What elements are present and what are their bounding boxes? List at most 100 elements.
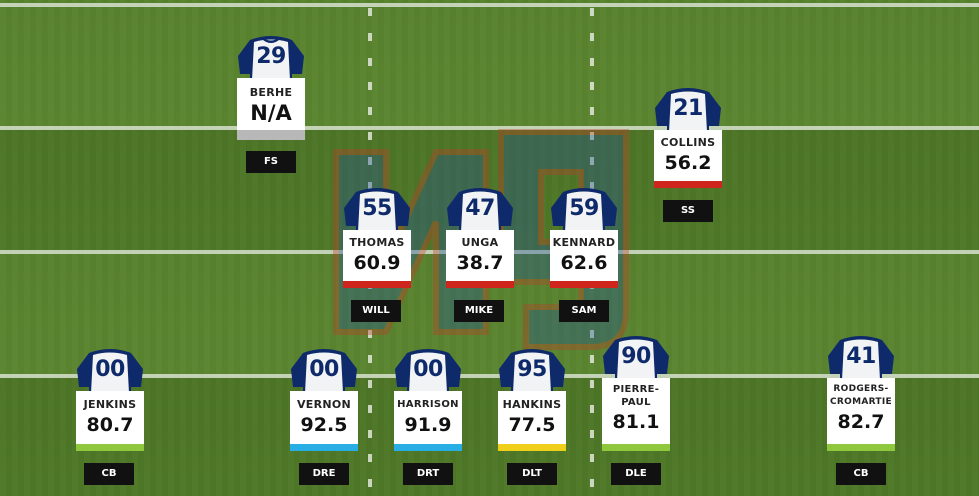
player-grade: N/A [250, 101, 292, 125]
grade-bar [290, 444, 358, 451]
position-label-dre: DRE [299, 463, 349, 485]
jersey-number: 00 [413, 357, 443, 382]
hash-mark [590, 132, 594, 140]
grade-bar [498, 444, 566, 451]
player-name: THOMAS [349, 236, 405, 249]
position-label-mike: MIKE [454, 300, 504, 322]
position-label-ss: SS [663, 200, 713, 222]
jersey-number: 00 [309, 357, 339, 382]
player-info: KENNARD 62.6 [550, 230, 618, 288]
jersey-icon [499, 349, 565, 393]
player-info: RODGERS- CROMARTIE 82.7 [827, 378, 895, 451]
jersey-icon [603, 336, 669, 380]
position-label-cb: CB [84, 463, 134, 485]
player-name-line-1: RODGERS- [833, 384, 889, 394]
player-grade: 77.5 [508, 414, 556, 436]
player-grade: 56.2 [664, 152, 712, 174]
player-grade: 91.9 [404, 414, 452, 436]
jersey-number: 21 [673, 96, 703, 121]
jersey-number: 29 [256, 44, 286, 69]
jersey-number: 41 [846, 344, 876, 369]
hash-mark [590, 380, 594, 388]
jersey-number: 95 [517, 357, 547, 382]
player-grade: 80.7 [86, 414, 134, 436]
jersey-icon [655, 88, 721, 132]
jersey-icon [395, 349, 461, 393]
player-info: BERHE N/A [237, 78, 305, 140]
grade-bar [343, 281, 411, 288]
hash-mark [590, 157, 594, 165]
hash-mark [368, 58, 372, 66]
hash-mark [590, 58, 594, 66]
player-name-line-2: CROMARTIE [830, 397, 892, 407]
hash-mark [590, 430, 594, 438]
grade-bar [76, 444, 144, 451]
hash-mark [368, 355, 372, 363]
hash-mark [590, 33, 594, 41]
player-info: THOMAS 60.9 [343, 230, 411, 288]
hash-mark [368, 380, 372, 388]
grade-bar [654, 181, 722, 188]
hash-mark [368, 82, 372, 90]
hash-mark [368, 182, 372, 190]
hash-mark [368, 157, 372, 165]
hash-mark [590, 8, 594, 16]
grade-bar [550, 281, 618, 288]
player-grade: 92.5 [300, 414, 348, 436]
grade-bar [602, 444, 670, 451]
jersey-icon [344, 188, 410, 232]
player-info: COLLINS 56.2 [654, 130, 722, 188]
hash-mark [590, 107, 594, 115]
grade-bar [237, 130, 305, 140]
player-info: JENKINS 80.7 [76, 391, 144, 451]
hash-mark [368, 479, 372, 487]
position-label-sam: SAM [559, 300, 609, 322]
grade-bar [394, 444, 462, 451]
hash-mark [368, 430, 372, 438]
jersey-icon [77, 349, 143, 393]
player-name: JENKINS [83, 398, 137, 411]
position-label-dlt: DLT [507, 463, 557, 485]
position-label-fs: FS [246, 151, 296, 173]
hash-mark [590, 405, 594, 413]
player-info: HARRISON 91.9 [394, 391, 462, 451]
player-name-line-1: PIERRE- [612, 384, 660, 395]
hash-mark [368, 107, 372, 115]
jersey-icon [238, 36, 304, 80]
position-label-drt: DRT [403, 463, 453, 485]
jersey-icon [828, 336, 894, 380]
player-name-line-2: PAUL [621, 397, 651, 408]
position-label-cb: CB [836, 463, 886, 485]
player-grade: 38.7 [456, 252, 504, 274]
position-label-will: WILL [351, 300, 401, 322]
hash-mark [368, 132, 372, 140]
jersey-number: 47 [465, 196, 495, 221]
hash-mark [368, 405, 372, 413]
hash-mark [590, 355, 594, 363]
jersey-icon [291, 349, 357, 393]
jersey-icon [447, 188, 513, 232]
grade-bar [446, 281, 514, 288]
grade-bar [827, 444, 895, 451]
hash-mark [590, 330, 594, 338]
player-name: COLLINS [660, 136, 716, 149]
player-info: PIERRE- PAUL 81.1 [602, 378, 670, 451]
player-grade: 82.7 [837, 411, 885, 433]
yard-line [0, 374, 979, 378]
hash-mark [590, 454, 594, 462]
hash-mark [368, 454, 372, 462]
jersey-icon [551, 188, 617, 232]
jersey-number: 90 [621, 344, 651, 369]
player-grade: 62.6 [560, 252, 608, 274]
hash-mark [590, 182, 594, 190]
position-label-dle: DLE [611, 463, 661, 485]
player-name: VERNON [296, 398, 352, 411]
player-info: HANKINS 77.5 [498, 391, 566, 451]
hash-mark [368, 33, 372, 41]
hash-mark [368, 330, 372, 338]
hash-mark [368, 8, 372, 16]
player-name: HANKINS [502, 398, 562, 411]
player-grade: 81.1 [612, 411, 660, 433]
player-grade: 60.9 [353, 252, 401, 274]
